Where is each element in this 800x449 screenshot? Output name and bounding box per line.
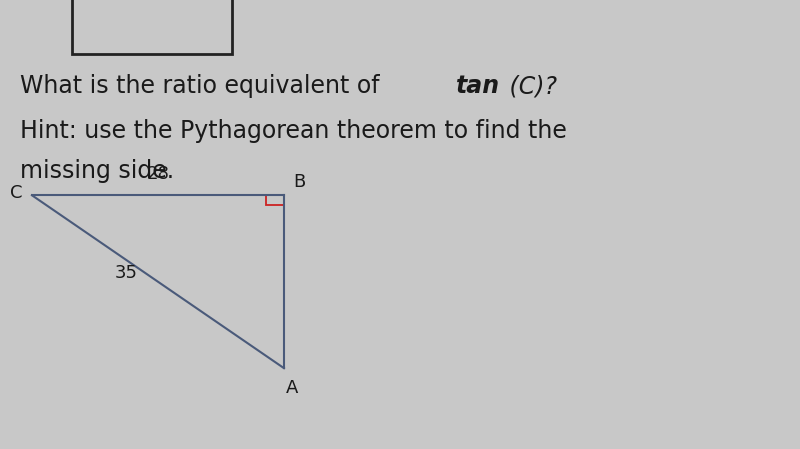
Text: 28: 28 xyxy=(146,165,170,183)
Text: 35: 35 xyxy=(114,264,138,282)
Bar xyxy=(72,0,232,54)
Text: B: B xyxy=(294,173,306,191)
Text: (C)?: (C)? xyxy=(502,74,558,98)
Text: Hint: use the Pythagorean theorem to find the: Hint: use the Pythagorean theorem to fin… xyxy=(20,119,567,143)
Text: tan: tan xyxy=(456,74,500,98)
Text: A: A xyxy=(286,379,298,397)
Bar xyxy=(266,195,284,205)
Text: What is the ratio equivalent of: What is the ratio equivalent of xyxy=(20,74,387,98)
Text: missing side.: missing side. xyxy=(20,159,174,183)
Text: C: C xyxy=(10,184,22,202)
